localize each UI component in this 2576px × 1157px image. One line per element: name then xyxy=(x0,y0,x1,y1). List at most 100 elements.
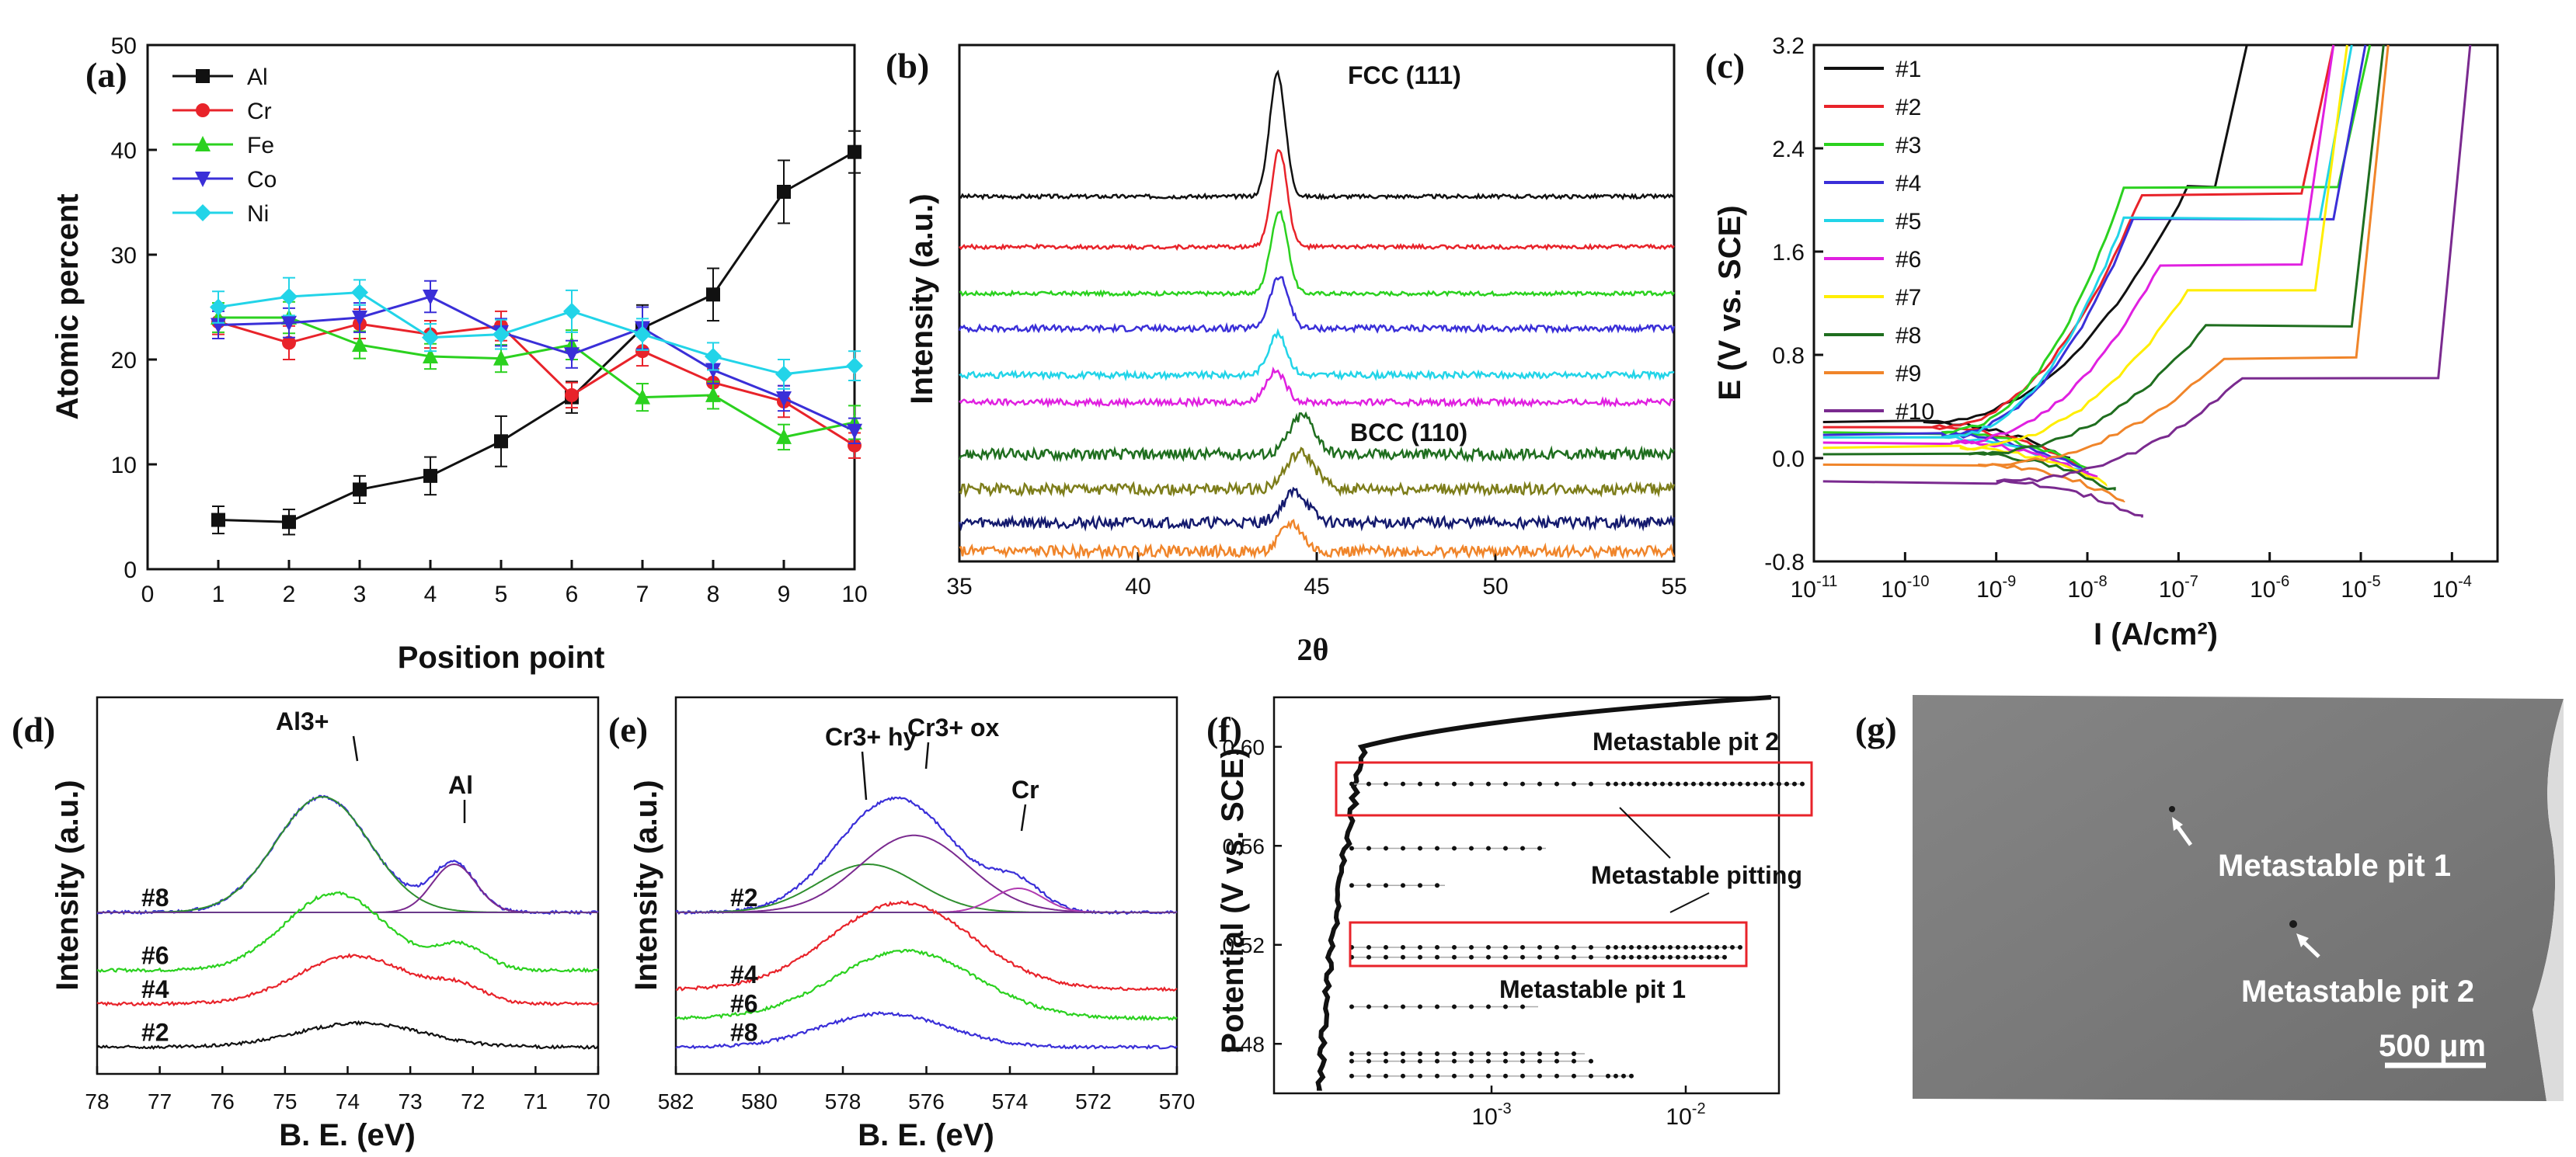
panel-d-frame xyxy=(96,696,600,1075)
panel-g-label: (g) xyxy=(1855,710,1897,749)
panel-a-point-al xyxy=(848,144,862,159)
panel-f-transient-point xyxy=(1384,883,1388,888)
panel-b-xrd-pattern-2 xyxy=(958,148,1675,252)
panel-f-transient-point xyxy=(1469,846,1474,851)
panel-f-transient-point xyxy=(1520,1058,1525,1064)
panel-f-transient-point xyxy=(1613,944,1618,950)
panel-b-xtick-label: 55 xyxy=(1661,574,1687,599)
panel-a-series-line-al xyxy=(218,151,855,523)
panel-c-polarization-curve-6 xyxy=(1822,44,2348,487)
panel-f-transient-point xyxy=(1401,954,1405,960)
panel-f-transient-point xyxy=(1349,781,1354,787)
panel-f-transient-point xyxy=(1554,781,1559,787)
panel-f-transient-point xyxy=(1652,944,1657,950)
panel-f-annotation-pit1: Metastable pit 1 xyxy=(1499,975,1686,1003)
panel-f-transient-point xyxy=(1730,781,1735,787)
panel-c-legend-entry: #10 xyxy=(1895,399,1934,425)
panel-c-legend-entry: #5 xyxy=(1895,209,1921,235)
panel-e-ylabel: Intensity (a.u.) xyxy=(629,780,663,990)
panel-a-point-al xyxy=(282,515,296,530)
panel-c-ytick-label: 3.2 xyxy=(1772,33,1805,59)
panel-b-label: (b) xyxy=(886,46,929,85)
panel-a-legend-marker xyxy=(196,103,210,117)
panel-d-xlabel: B. E. (eV) xyxy=(279,1118,416,1152)
panel-f-transient-point xyxy=(1520,846,1525,851)
panel-f-transient-point xyxy=(1537,846,1542,851)
sem-label-pit-1: Metastable pit 1 xyxy=(2218,849,2451,883)
panel-f-transient-point xyxy=(1503,1051,1508,1056)
panel-f-transient-point xyxy=(1366,781,1371,787)
panel-f-transient-point xyxy=(1520,1051,1525,1056)
panel-a-xtick-label: 1 xyxy=(212,582,225,607)
panel-e-arrow-cr xyxy=(1020,804,1027,832)
panel-a-point-fe xyxy=(352,336,367,353)
panel-f-transient-point xyxy=(1435,1051,1439,1056)
panel-f-transient-point xyxy=(1452,1004,1457,1009)
panel-e-arrow-cr-ox xyxy=(924,742,930,770)
panel-a-point-cr xyxy=(282,335,296,350)
panel-f-transient-point xyxy=(1520,781,1525,787)
panel-f-transient-point xyxy=(1469,1073,1474,1079)
panel-f-transient-point xyxy=(1621,781,1626,787)
panel-f-polarization-curve xyxy=(1315,695,1772,1091)
panel-f-transient-point xyxy=(1572,1051,1576,1056)
panel-f-transient-point xyxy=(1520,954,1525,960)
panel-a-point-fe xyxy=(776,428,792,444)
panel-a-xtick-label: 8 xyxy=(707,582,720,607)
panel-f-transient-point xyxy=(1401,781,1405,787)
panel-f-transient-point xyxy=(1469,954,1474,960)
panel-b-xrd-pattern-1 xyxy=(959,69,1675,201)
pd-xtick-label: 70 xyxy=(586,1089,610,1114)
panel-f-transient-point xyxy=(1537,1058,1542,1064)
panel-f-transient-point xyxy=(1349,1004,1354,1009)
panel-c-polarization-curve-9 xyxy=(1822,44,2472,518)
pe-xtick-label: 582 xyxy=(658,1089,694,1114)
panel-f-transient-point xyxy=(1554,944,1559,950)
panel-f-transient-point xyxy=(1384,1051,1388,1056)
pe-xtick-label: 570 xyxy=(1159,1089,1196,1114)
panel-a-point-ni xyxy=(563,302,580,320)
panel-f-transient-point xyxy=(1486,781,1491,787)
pit2-highlight-box xyxy=(1335,761,1813,817)
panel-e-label: (e) xyxy=(608,710,648,749)
panel-f-transient-point xyxy=(1418,781,1422,787)
panel-f-transient-point xyxy=(1486,1004,1491,1009)
panel-b-chart: (b) 2θ Intensity (a.u.) FCC (111) BCC (1… xyxy=(886,43,1687,667)
panel-f-transient-point xyxy=(1784,781,1789,787)
panel-c-chart: (c) I (A/cm²) E (V vs. SCE) 10-11 10-10 10… xyxy=(1705,33,2499,651)
panel-b-xtick-label: 45 xyxy=(1304,574,1329,599)
panel-f-transient-point xyxy=(1722,944,1727,950)
panel-f-transient-point xyxy=(1572,1058,1576,1064)
panel-f-ytick-label: 0.60 xyxy=(1223,735,1265,759)
panel-f-transient-point xyxy=(1384,1073,1388,1079)
pd-spectrum-label: #6 xyxy=(141,941,169,969)
pit-1-arrowhead xyxy=(2172,817,2183,831)
panel-f-xtick-label: 10-3 xyxy=(1471,1100,1511,1130)
panel-d-annotation-al3: Al3+ xyxy=(276,707,329,735)
panel-a-series-line-cr xyxy=(218,320,855,446)
panel-f-ytick-label: 0.52 xyxy=(1223,933,1265,957)
panel-a-point-ni xyxy=(846,357,863,375)
panel-f-transient-point xyxy=(1452,954,1457,960)
panel-f-transient-point xyxy=(1637,944,1641,950)
panel-c-polarization-curve-7 xyxy=(1822,44,2385,491)
panel-f-transient-point xyxy=(1800,781,1805,787)
panel-f-transient-point xyxy=(1520,944,1525,950)
panel-f-transient-point xyxy=(1401,944,1405,950)
panel-f-transient-point xyxy=(1589,1058,1593,1064)
panel-f-transient-point xyxy=(1761,781,1766,787)
panel-f-transient-point xyxy=(1606,944,1610,950)
panel-f-ylabel: Potential (V vs. SCE) xyxy=(1216,748,1250,1053)
panel-a-point-al xyxy=(706,287,720,302)
panel-f-transient-point xyxy=(1589,944,1593,950)
panel-f-transient-point xyxy=(1349,1058,1354,1064)
panel-f-transient-point xyxy=(1572,1073,1576,1079)
panel-f-transient-point xyxy=(1683,944,1688,950)
panel-f-transient-point xyxy=(1676,944,1680,950)
panel-c-legend-entry: #9 xyxy=(1895,361,1921,387)
panel-f-transient-point xyxy=(1554,954,1559,960)
panel-c-legend-entry: #2 xyxy=(1895,95,1921,120)
pe-spectrum-label: #8 xyxy=(730,1019,758,1047)
panel-f-transient-point xyxy=(1366,846,1371,851)
panel-f-transient-point xyxy=(1660,781,1665,787)
